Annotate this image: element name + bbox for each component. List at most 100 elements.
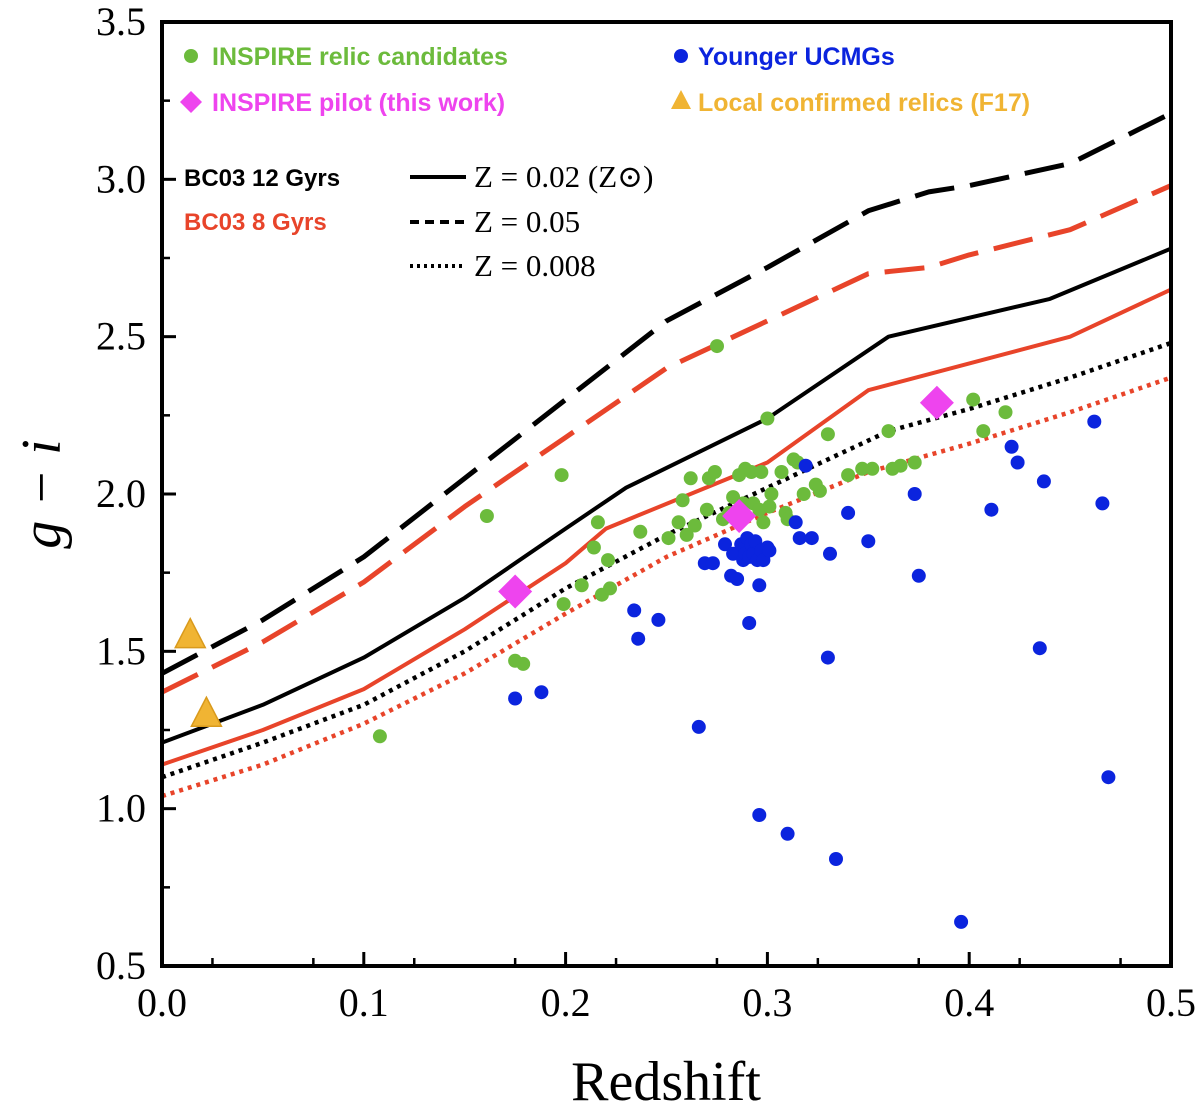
- data-point: [788, 515, 803, 530]
- data-point: [966, 392, 981, 407]
- data-point: [586, 540, 601, 555]
- data-point: [984, 502, 999, 517]
- x-tick-label: 0.4: [944, 980, 994, 1025]
- data-point: [780, 826, 795, 841]
- legend-z-solar: Z = 0.02 (Z⊙): [474, 159, 653, 194]
- data-point: [726, 546, 741, 561]
- data-point: [631, 631, 646, 646]
- relic-point: [190, 695, 223, 728]
- data-point: [372, 729, 387, 744]
- data-point: [730, 572, 745, 586]
- data-point: [764, 487, 779, 501]
- data-point: [691, 719, 706, 734]
- data-point: [841, 468, 856, 483]
- legend-label-f17: Local confirmed relics (F17): [698, 89, 1030, 117]
- data-point: [976, 424, 991, 439]
- data-point: [756, 515, 771, 530]
- model-line-solid: [162, 246, 1171, 745]
- relic-point: [174, 616, 207, 649]
- data-point: [601, 553, 615, 568]
- x-tick-label: 0.1: [339, 980, 389, 1025]
- data-point: [823, 546, 837, 561]
- data-point: [798, 458, 813, 473]
- legend-z-005: Z = 0.05: [474, 204, 580, 239]
- data-point: [1036, 474, 1051, 489]
- data-point: [893, 458, 908, 473]
- plot-frame: [160, 20, 1173, 968]
- x-tick-label: 0.3: [742, 980, 792, 1025]
- data-point: [1101, 770, 1116, 785]
- data-point: [556, 597, 571, 612]
- pilot-point: [722, 499, 757, 534]
- x-axis-title: Redshift: [571, 1051, 761, 1109]
- data-point: [998, 405, 1013, 420]
- data-point: [1087, 414, 1102, 429]
- data-point: [1010, 455, 1025, 470]
- data-point: [699, 502, 714, 517]
- data-point: [590, 515, 605, 530]
- x-tick-label: 0.5: [1146, 980, 1196, 1025]
- y-tick-label: 0.5: [96, 943, 146, 988]
- data-point: [954, 914, 969, 929]
- y-tick-label: 1.5: [96, 628, 146, 673]
- data-point: [841, 505, 856, 520]
- data-point: [679, 527, 694, 542]
- y-tick-label: 2.5: [96, 314, 146, 359]
- data-point: [710, 339, 724, 354]
- data-point: [907, 487, 922, 501]
- model-line-solid: [162, 287, 1171, 767]
- model-line-dashed: [162, 111, 1171, 676]
- data-point: [633, 524, 648, 539]
- data-point: [861, 534, 876, 549]
- data-point: [812, 483, 827, 498]
- data-point: [752, 578, 767, 593]
- legend-z-0008: Z = 0.008: [474, 248, 596, 283]
- data-point: [881, 424, 896, 439]
- legend-marker-relic: [184, 49, 198, 63]
- data-point: [744, 465, 759, 479]
- data-point: [752, 808, 767, 822]
- data-point: [687, 518, 702, 533]
- data-point: [820, 427, 835, 442]
- data-point: [804, 531, 819, 546]
- y-tick-label: 1.0: [96, 786, 146, 831]
- x-tick-label: 0.0: [137, 980, 187, 1025]
- data-point: [726, 490, 741, 505]
- data-point: [671, 515, 686, 530]
- legend-label-ucmg: Younger UCMGs: [698, 43, 895, 71]
- y-tick-label: 3.5: [96, 0, 146, 44]
- legend: INSPIRE relic candidates Younger UCMGs I…: [180, 43, 1030, 283]
- y-tick-label: 2.0: [96, 471, 146, 516]
- pilot-point: [498, 574, 533, 609]
- data-point: [760, 411, 775, 426]
- data-point: [534, 685, 549, 700]
- tick-labels: 0.0 0.1 0.2 0.3 0.4 0.5 0.5 1.0 1.5 2.0 2.5 3.0 3.5: [96, 0, 1196, 1025]
- data-point: [907, 455, 922, 470]
- data-point: [707, 465, 722, 479]
- data-point: [911, 568, 926, 583]
- data-point: [792, 531, 807, 546]
- legend-marker-ucmg: [674, 49, 688, 63]
- data-point: [742, 616, 757, 630]
- data-point: [651, 612, 666, 627]
- data-point: [627, 603, 642, 618]
- y-tick-label: 3.0: [96, 156, 146, 201]
- data-point: [796, 487, 811, 501]
- data-point: [774, 465, 789, 479]
- data-point: [762, 543, 777, 558]
- legend-label-relic: INSPIRE relic candidates: [212, 43, 508, 71]
- y-axis-title: g − i: [11, 439, 73, 548]
- data-point: [1004, 439, 1019, 454]
- legend-model-8gyr: BC03 8 Gyrs: [184, 209, 327, 236]
- data-point: [479, 509, 494, 523]
- data-point: [516, 656, 531, 671]
- data-point: [705, 556, 720, 571]
- data-point: [603, 581, 617, 596]
- data-point: [718, 537, 732, 552]
- legend-marker-pilot: [180, 91, 202, 113]
- data-point: [1095, 496, 1110, 511]
- legend-model-12gyr: BC03 12 Gyrs: [184, 165, 340, 192]
- data-point: [683, 471, 698, 486]
- legend-label-pilot: INSPIRE pilot (this work): [212, 89, 505, 117]
